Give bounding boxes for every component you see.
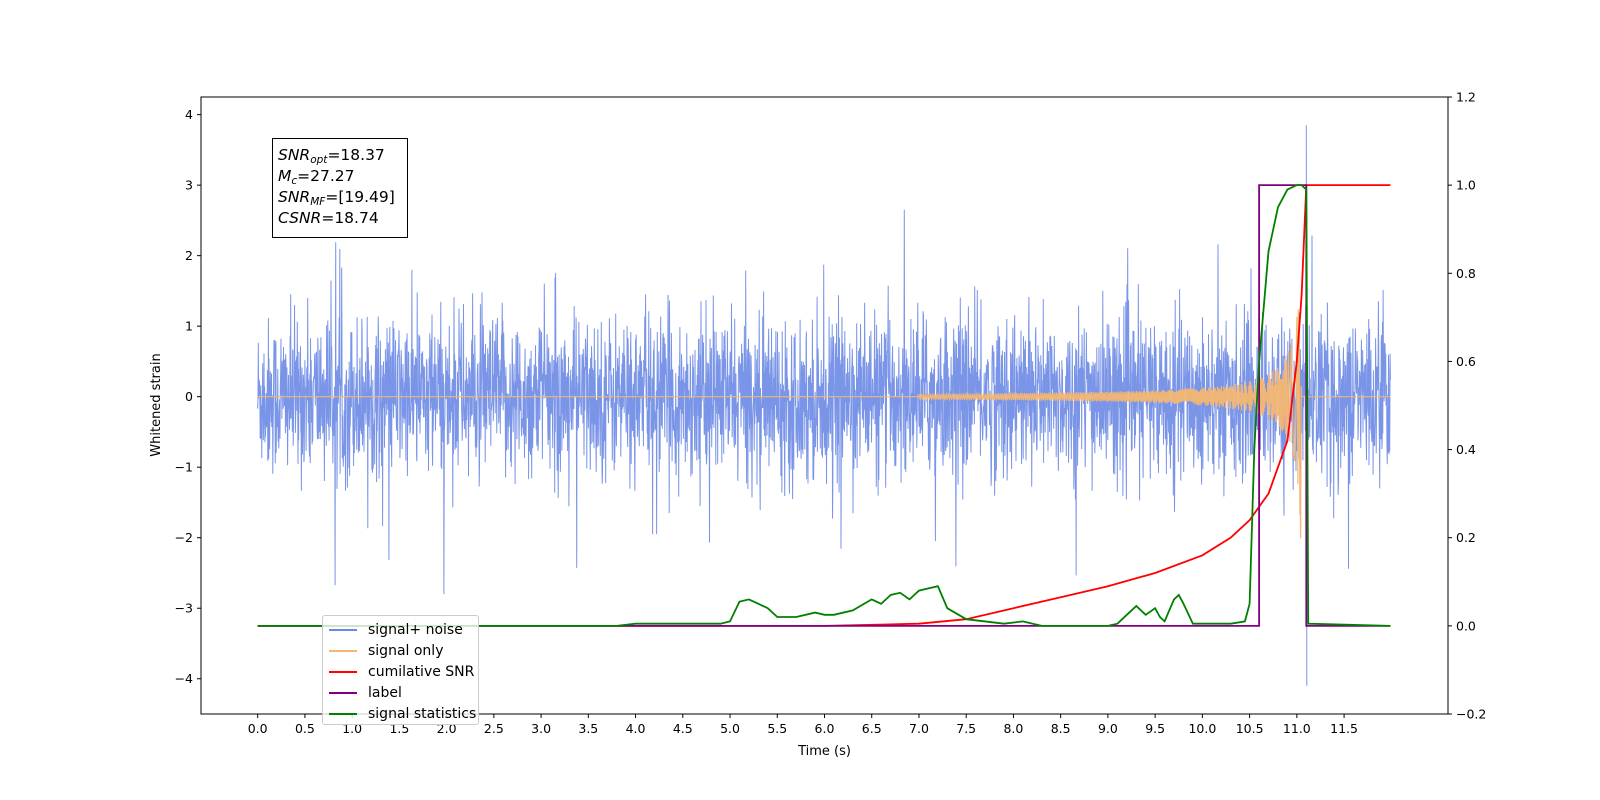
left-axis-ticks: 4 3 2 1 0 −1 −2 −3 −4 [175, 107, 201, 686]
x-tick-label: 6.5 [862, 721, 882, 736]
y-tick-label: −3 [175, 601, 193, 616]
series-csnr-line [257, 184, 1391, 627]
annotation-snr-opt: SNRopt=18.37 [278, 146, 385, 166]
series-signal-only [257, 309, 1391, 539]
legend-swatch [329, 691, 357, 694]
x-tick-label: 11.0 [1283, 721, 1311, 736]
series-signal-noise [257, 125, 1391, 686]
annotation-snr-mf: SNRMF=[19.49] [278, 188, 395, 208]
y-tick-label: −4 [175, 671, 193, 686]
y2-tick-label: 0.8 [1456, 266, 1476, 281]
legend-label: signal only [368, 642, 444, 659]
x-tick-label: 4.0 [626, 721, 646, 736]
y-tick-label: 3 [185, 178, 193, 193]
series-signal-statistics [257, 184, 1391, 627]
stats-annotation-box: SNRopt=18.37 Mc=27.27 SNRMF=[19.49] CSNR… [272, 138, 408, 238]
annotation-chirp-mass: Mc=27.27 [278, 167, 355, 187]
legend-swatch [329, 670, 357, 673]
y-tick-label: −1 [175, 460, 193, 475]
legend-swatch [329, 628, 357, 631]
y-tick-label: 1 [185, 319, 193, 334]
legend-entry: signal+ noise [329, 619, 478, 640]
y-tick-label: 2 [185, 248, 193, 263]
plot-area [257, 125, 1391, 686]
y-tick-label: 4 [185, 107, 193, 122]
y2-tick-label: 1.2 [1456, 90, 1476, 105]
legend-swatch [329, 712, 357, 715]
series-signal-noise-line [257, 125, 1391, 686]
x-tick-label: 10.0 [1188, 721, 1216, 736]
x-tick-label: 10.5 [1236, 721, 1264, 736]
series-cumulative-snr [257, 184, 1391, 627]
x-tick-label: 11.5 [1330, 721, 1358, 736]
x-tick-label: 5.0 [720, 721, 740, 736]
y-axis-label: Whitened strain [149, 353, 164, 456]
legend-label: cumilative SNR [368, 663, 475, 680]
x-tick-label: 8.5 [1051, 721, 1071, 736]
annotation-csnr: CSNR=18.74 [278, 209, 379, 227]
x-tick-label: 9.0 [1098, 721, 1118, 736]
series-stats-line [257, 184, 1391, 627]
x-tick-label: 3.0 [531, 721, 551, 736]
x-tick-label: 0.0 [248, 721, 268, 736]
legend-entry: signal statistics [329, 703, 478, 724]
series-signal-only-line [257, 309, 1391, 539]
legend-swatch [329, 649, 357, 652]
axes-frame [200, 96, 1449, 715]
chart-legend: signal+ noise signal only cumilative SNR la… [322, 615, 479, 725]
y2-tick-label: 0.4 [1456, 442, 1476, 457]
y2-tick-label: 0.2 [1456, 530, 1476, 545]
y2-tick-label: 1.0 [1456, 178, 1476, 193]
right-axis-ticks: 1.2 1.0 0.8 0.6 0.4 0.2 0.0 −0.2 [1448, 90, 1486, 722]
legend-label: signal+ noise [368, 621, 463, 638]
y-tick-label: −2 [175, 530, 193, 545]
x-tick-label: 6.0 [815, 721, 835, 736]
y2-tick-label: −0.2 [1456, 707, 1486, 722]
y-tick-label: 0 [185, 389, 193, 404]
x-tick-label: 4.5 [673, 721, 693, 736]
y2-tick-label: 0.6 [1456, 354, 1476, 369]
legend-entry: label [329, 682, 478, 703]
x-tick-label: 3.5 [578, 721, 598, 736]
x-tick-label: 9.5 [1145, 721, 1165, 736]
legend-label: signal statistics [368, 705, 477, 722]
y2-tick-label: 0.0 [1456, 618, 1476, 633]
legend-entry: cumilative SNR [329, 661, 478, 682]
x-tick-label: 7.0 [909, 721, 929, 736]
x-tick-label: 5.5 [767, 721, 787, 736]
x-axis-label: Time (s) [797, 744, 851, 759]
x-tick-label: 8.0 [1003, 721, 1023, 736]
legend-label: label [368, 684, 402, 701]
legend-entry: signal only [329, 640, 478, 661]
x-axis-ticks: 0.0 0.5 1.0 1.5 2.0 2.5 3.0 3.5 4.0 4.5 5.0 5.5 6.0 6… [248, 714, 1358, 736]
x-tick-label: 2.5 [484, 721, 504, 736]
x-tick-label: 0.5 [295, 721, 315, 736]
x-tick-label: 7.5 [956, 721, 976, 736]
